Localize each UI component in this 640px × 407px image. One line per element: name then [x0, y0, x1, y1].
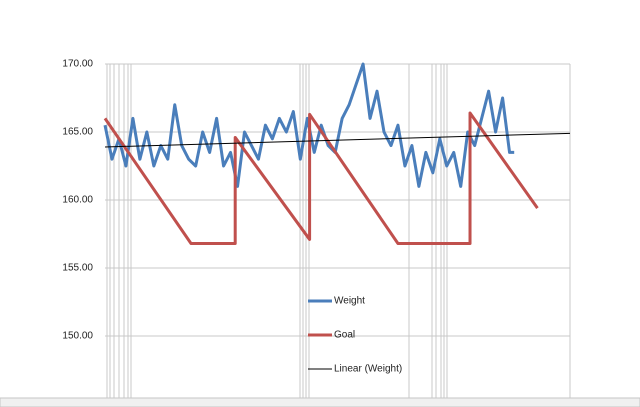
series-line — [103, 111, 539, 246]
y-tick-label: 155.00 — [62, 263, 93, 274]
legend: Weight Goal Linear (Weight) — [308, 296, 402, 375]
legend-label: Goal — [334, 330, 355, 341]
y-tick-label: 165.00 — [62, 127, 93, 138]
y-tick-label: 170.00 — [62, 59, 93, 70]
plot-area — [103, 62, 571, 246]
legend-label: Weight — [334, 296, 365, 307]
y-tick-label: 160.00 — [62, 195, 93, 206]
y-tick-label: 150.00 — [62, 331, 93, 342]
legend-label: Linear (Weight) — [334, 364, 402, 375]
series-line — [104, 132, 571, 148]
sheet-tab-bar — [0, 397, 640, 407]
